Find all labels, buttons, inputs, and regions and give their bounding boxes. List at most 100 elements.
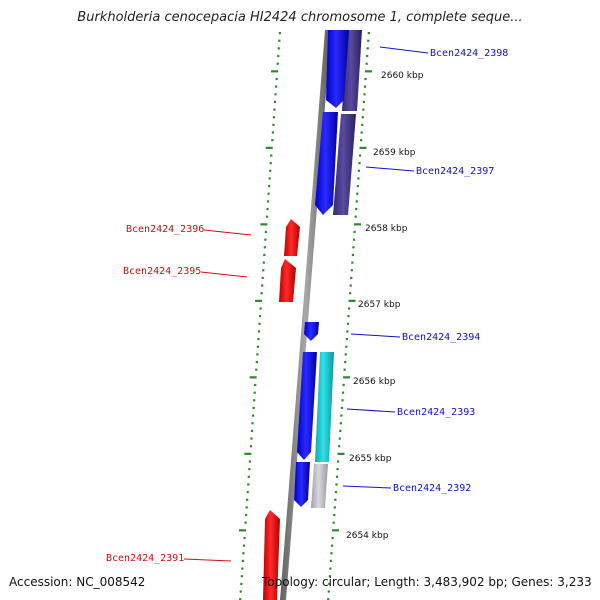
minor-tick bbox=[358, 154, 362, 157]
minor-tick bbox=[251, 414, 255, 417]
label-leader-line bbox=[379, 46, 429, 54]
minor-tick bbox=[248, 460, 251, 463]
gene-label-bcen2424-2391[interactable]: Bcen2424_2391 bbox=[106, 553, 184, 564]
minor-tick bbox=[356, 192, 359, 195]
minor-tick bbox=[246, 491, 249, 494]
minor-tick bbox=[352, 246, 355, 249]
minor-tick bbox=[269, 169, 272, 172]
minor-tick bbox=[258, 322, 261, 325]
minor-tick bbox=[328, 582, 331, 585]
gene-label-bcen2424-2397[interactable]: Bcen2424_2397 bbox=[416, 166, 494, 177]
minor-tick bbox=[345, 345, 348, 348]
gene-bcen2424-2393[interactable] bbox=[297, 352, 317, 460]
gene-label-bcen2424-2395[interactable]: Bcen2424_2395 bbox=[123, 266, 201, 277]
major-tick bbox=[354, 223, 362, 226]
minor-tick bbox=[340, 414, 343, 417]
minor-tick bbox=[356, 185, 359, 188]
minor-tick bbox=[268, 185, 271, 188]
minor-tick bbox=[265, 215, 269, 218]
minor-tick bbox=[343, 368, 346, 371]
label-leader-line bbox=[200, 271, 248, 278]
minor-tick bbox=[361, 116, 364, 119]
minor-tick bbox=[271, 131, 274, 134]
gene-bcen2424-2397[interactable] bbox=[315, 112, 338, 215]
major-tick bbox=[359, 146, 367, 149]
minor-tick bbox=[334, 491, 338, 494]
minor-tick bbox=[274, 93, 277, 96]
minor-tick bbox=[354, 215, 357, 218]
gene-label-bcen2424-2393[interactable]: Bcen2424_2393 bbox=[397, 407, 475, 418]
minor-tick bbox=[252, 406, 255, 410]
label-leader-line bbox=[346, 408, 396, 413]
major-tick bbox=[244, 452, 252, 455]
minor-tick bbox=[362, 100, 365, 104]
minor-tick bbox=[275, 77, 278, 81]
gene-bcen2424-2395[interactable] bbox=[279, 259, 296, 302]
gene-label-bcen2424-2398[interactable]: Bcen2424_2398 bbox=[430, 48, 508, 59]
minor-tick bbox=[240, 575, 243, 578]
gene-bcen2424-2392[interactable] bbox=[294, 462, 310, 507]
gene-label-bcen2424-2394[interactable]: Bcen2424_2394 bbox=[402, 332, 480, 343]
minor-tick bbox=[351, 261, 354, 264]
minor-tick bbox=[258, 315, 262, 318]
minor-tick bbox=[257, 330, 261, 333]
label-leader-line bbox=[203, 229, 252, 236]
minor-tick bbox=[366, 54, 369, 58]
minor-tick bbox=[263, 253, 266, 257]
minor-tick bbox=[269, 162, 272, 165]
minor-tick bbox=[241, 567, 244, 570]
minor-tick bbox=[345, 338, 348, 341]
minor-tick bbox=[365, 62, 368, 65]
major-tick bbox=[271, 70, 279, 73]
minor-tick bbox=[331, 536, 334, 540]
minor-tick bbox=[277, 47, 280, 50]
major-tick bbox=[265, 146, 273, 149]
minor-tick bbox=[270, 154, 273, 157]
minor-tick bbox=[249, 445, 253, 448]
minor-tick bbox=[357, 169, 361, 172]
minor-tick bbox=[358, 162, 361, 165]
gene-bcen2424-2394[interactable] bbox=[304, 322, 319, 341]
gene-bcen2424-2398[interactable] bbox=[326, 30, 349, 108]
minor-tick bbox=[351, 253, 355, 257]
minor-tick bbox=[330, 552, 333, 555]
minor-tick bbox=[256, 345, 260, 348]
minor-tick bbox=[329, 567, 332, 570]
gene-bcen2424-2396[interactable] bbox=[284, 219, 300, 256]
minor-tick bbox=[244, 521, 247, 524]
minor-tick bbox=[346, 330, 349, 333]
minor-tick bbox=[264, 238, 267, 241]
cds-block bbox=[315, 352, 334, 462]
minor-tick bbox=[255, 368, 258, 371]
gene-bcen2424-2391[interactable] bbox=[263, 510, 280, 600]
gene-label-bcen2424-2396[interactable]: Bcen2424_2396 bbox=[126, 224, 204, 235]
major-tick bbox=[343, 376, 351, 379]
minor-tick bbox=[271, 139, 274, 142]
label-leader-line bbox=[350, 333, 401, 338]
minor-tick bbox=[357, 177, 360, 180]
minor-tick bbox=[247, 475, 250, 478]
minor-tick bbox=[327, 590, 330, 593]
minor-tick bbox=[242, 544, 246, 547]
minor-tick bbox=[256, 353, 259, 356]
minor-tick bbox=[262, 269, 265, 272]
minor-tick bbox=[243, 536, 246, 540]
major-tick bbox=[364, 70, 372, 73]
minor-tick bbox=[355, 207, 358, 211]
label-leader-line bbox=[365, 166, 415, 172]
minor-tick bbox=[360, 131, 363, 134]
minor-tick bbox=[366, 47, 369, 50]
minor-tick bbox=[353, 230, 356, 234]
major-tick bbox=[348, 299, 356, 302]
minor-tick bbox=[341, 399, 344, 402]
minor-tick bbox=[273, 100, 277, 104]
cds-block bbox=[311, 464, 328, 508]
minor-tick bbox=[350, 276, 353, 279]
minor-tick bbox=[347, 307, 351, 310]
kbp-label: 2657 kbp bbox=[358, 300, 401, 310]
minor-tick bbox=[335, 483, 338, 486]
minor-tick bbox=[338, 445, 341, 448]
gene-label-bcen2424-2392[interactable]: Bcen2424_2392 bbox=[393, 483, 471, 494]
minor-tick bbox=[251, 422, 254, 425]
